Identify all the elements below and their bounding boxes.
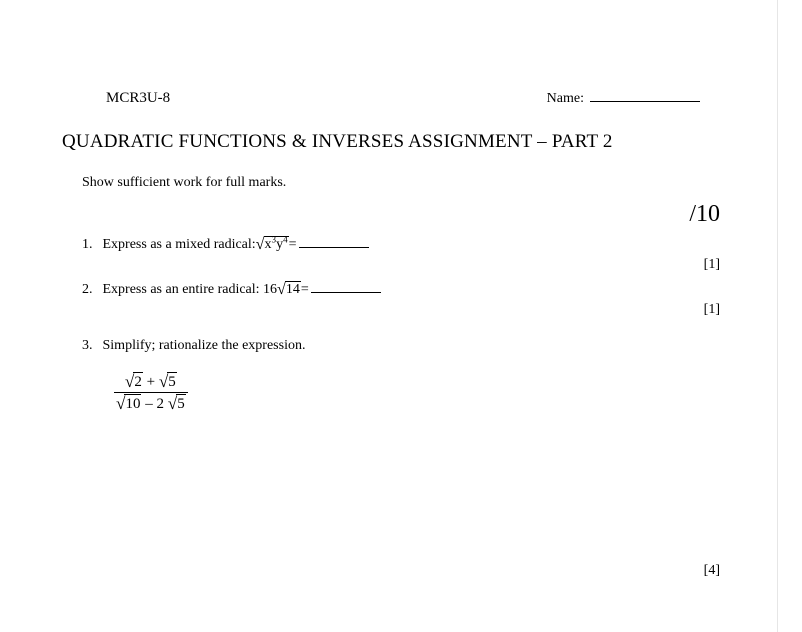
equals-sign: = (289, 237, 297, 253)
radical-icon: √ (168, 395, 177, 414)
radicand: 5 (167, 372, 177, 391)
question-2-marks: [1] (62, 302, 740, 318)
question-text: Simplify; rationalize the expression. (103, 338, 306, 354)
minus-term: – 2 (145, 396, 164, 412)
question-number: 2. (82, 282, 93, 298)
question-2: 2. Express as an entire radical: 16 √ 14… (62, 279, 740, 298)
sqrt-expression: √ x3y4 (256, 236, 289, 253)
plus-sign: + (147, 374, 159, 390)
exp-y: 4 (283, 234, 288, 244)
equals-sign: = (301, 282, 309, 298)
question-1: 1. Express as a mixed radical: √ x3y4 = (62, 234, 740, 253)
numerator: √ 2 + √ 5 (123, 372, 179, 392)
radical-icon: √ (277, 282, 286, 299)
sqrt-expression: √ 10 (116, 394, 141, 413)
radicand: 5 (176, 394, 186, 413)
radicand: 14 (285, 281, 301, 298)
header-row: MCR3U-8 Name: (62, 88, 740, 107)
question-3-marks: [4] (62, 563, 740, 579)
total-marks: /10 (62, 201, 740, 228)
page-edge-line (777, 0, 778, 632)
radical-icon: √ (256, 237, 265, 254)
name-label: Name: (547, 91, 584, 107)
sqrt-expression: √ 14 (277, 281, 301, 298)
radical-icon: √ (125, 373, 134, 392)
fraction: √ 2 + √ 5 √ 10 – 2 √ 5 (114, 372, 188, 413)
sqrt-expression: √ 5 (168, 394, 186, 413)
sqrt-expression: √ 2 (125, 372, 143, 391)
answer-blank-line (311, 279, 381, 293)
instructions-text: Show sufficient work for full marks. (62, 175, 740, 191)
question-1-marks: [1] (62, 257, 740, 273)
assignment-title: QUADRATIC FUNCTIONS & INVERSES ASSIGNMEN… (62, 131, 740, 153)
radicand: 10 (124, 394, 141, 413)
question-text: Express as an entire radical: 16 √ 14 = (103, 279, 381, 298)
sqrt-expression: √ 5 (159, 372, 177, 391)
radical-icon: √ (159, 373, 168, 392)
answer-blank-line (299, 234, 369, 248)
radical-icon: √ (116, 395, 125, 414)
course-code: MCR3U-8 (106, 90, 170, 107)
question-number: 1. (82, 237, 93, 253)
question-3: 3. Simplify; rationalize the expression. (62, 338, 740, 354)
question-text: Express as a mixed radical: √ x3y4 = (103, 234, 369, 253)
radicand: x3y4 (264, 236, 289, 253)
question-prompt: Express as a mixed radical: (103, 237, 256, 253)
question-prompt: Express as an entire radical: 16 (103, 282, 278, 298)
denominator: √ 10 – 2 √ 5 (114, 392, 188, 413)
question-3-expression: √ 2 + √ 5 √ 10 – 2 √ 5 (62, 372, 740, 413)
var-x: x (265, 237, 272, 252)
question-number: 3. (82, 338, 93, 354)
name-blank-line (590, 88, 700, 102)
radicand: 2 (133, 372, 143, 391)
var-y: y (276, 237, 283, 252)
name-field-group: Name: (547, 88, 700, 107)
